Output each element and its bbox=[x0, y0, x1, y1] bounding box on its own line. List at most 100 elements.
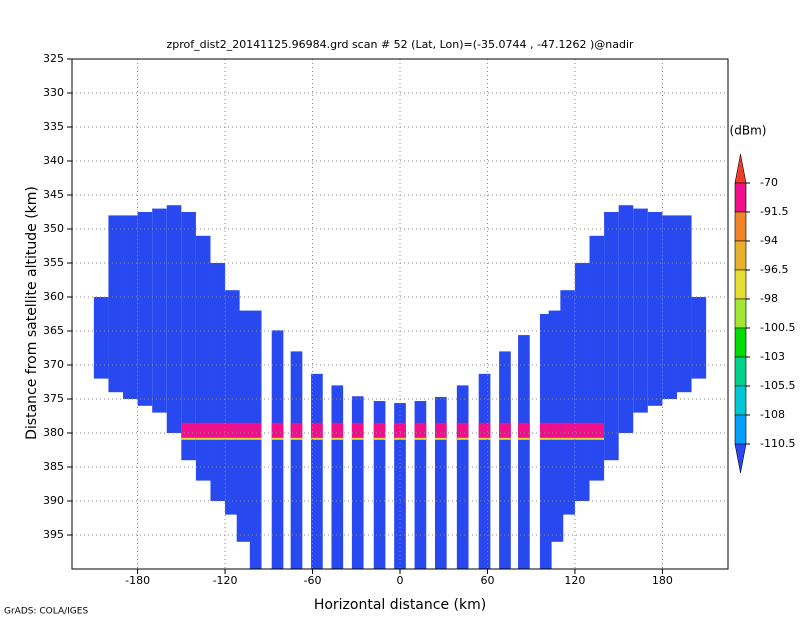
surface-edge bbox=[290, 437, 303, 440]
surface-echo bbox=[331, 422, 344, 440]
echo-swath bbox=[351, 396, 364, 569]
surface-echo bbox=[456, 422, 469, 440]
y-tick-label: 340 bbox=[43, 154, 64, 167]
surface-echo bbox=[589, 422, 605, 440]
colorbar-swatch bbox=[734, 240, 747, 271]
surface-edge bbox=[574, 437, 590, 440]
colorbar-swatch bbox=[734, 385, 747, 416]
surface-edge bbox=[560, 437, 575, 440]
surface-echo bbox=[311, 422, 323, 440]
surface-edge bbox=[478, 437, 491, 440]
echo-swath bbox=[499, 351, 511, 569]
echo-swath bbox=[560, 290, 575, 515]
echo-swath bbox=[539, 314, 552, 569]
surface-edge bbox=[249, 437, 262, 440]
surface-echo bbox=[518, 422, 530, 440]
colorbar-label: -94 bbox=[760, 234, 778, 247]
surface-echo bbox=[539, 422, 552, 440]
echo-swath bbox=[271, 330, 284, 569]
y-tick-label: 395 bbox=[43, 528, 64, 541]
echo-swath bbox=[662, 215, 677, 399]
x-tick-label: 60 bbox=[480, 574, 494, 587]
echo-swath bbox=[434, 396, 447, 569]
credit: GrADS: COLA/IGES bbox=[4, 607, 88, 617]
surface-echo bbox=[560, 422, 575, 440]
surface-edge bbox=[195, 437, 211, 440]
echo-swath bbox=[691, 297, 707, 379]
surface-edge bbox=[351, 437, 364, 440]
colorbar-swatch bbox=[734, 414, 747, 445]
x-axis-label: Horizontal distance (km) bbox=[314, 597, 486, 613]
echo-swath bbox=[589, 235, 605, 481]
surface-edge bbox=[434, 437, 447, 440]
surface-edge bbox=[331, 437, 344, 440]
colorbar-label: -70 bbox=[760, 176, 778, 189]
echo-swath bbox=[394, 403, 406, 569]
echo-swath bbox=[604, 212, 619, 461]
y-tick-label: 390 bbox=[43, 494, 64, 507]
surface-echo bbox=[548, 422, 564, 440]
echo-swath bbox=[633, 208, 648, 413]
surface-echo bbox=[499, 422, 511, 440]
colorbar-label: -96.5 bbox=[760, 263, 788, 276]
surface-echo bbox=[249, 422, 262, 440]
echo-swath bbox=[290, 351, 303, 569]
x-tick-label: -120 bbox=[213, 574, 238, 587]
plot-frame bbox=[71, 58, 729, 570]
x-tick-label: 180 bbox=[652, 574, 673, 587]
echo-swath bbox=[618, 205, 634, 433]
echo-swath bbox=[181, 212, 196, 461]
x-tick-label: 120 bbox=[564, 574, 585, 587]
y-tick-label: 365 bbox=[43, 324, 64, 337]
y-tick-label: 345 bbox=[43, 188, 64, 201]
y-axis-label: Distance from satellite altitude (km) bbox=[24, 186, 40, 440]
colorbar-swatch bbox=[734, 211, 747, 242]
colorbar-swatch bbox=[734, 298, 747, 329]
echo-swath bbox=[225, 290, 240, 515]
x-tick-label: -60 bbox=[304, 574, 322, 587]
surface-echo bbox=[434, 422, 447, 440]
y-tick-label: 330 bbox=[43, 86, 64, 99]
y-tick-label: 385 bbox=[43, 460, 64, 473]
echo-swath bbox=[108, 215, 124, 393]
echo-swath bbox=[311, 373, 323, 569]
surface-edge bbox=[548, 437, 564, 440]
surface-edge bbox=[414, 437, 427, 440]
echo-swath bbox=[518, 335, 530, 569]
surface-echo bbox=[271, 422, 284, 440]
surface-edge bbox=[456, 437, 469, 440]
surface-echo bbox=[210, 422, 226, 440]
colorbar-swatch bbox=[734, 327, 747, 358]
y-tick-label: 375 bbox=[43, 392, 64, 405]
echo-swath bbox=[195, 235, 211, 481]
colorbar-swatch bbox=[734, 269, 747, 300]
y-tick-label: 355 bbox=[43, 256, 64, 269]
echo-swath bbox=[574, 263, 590, 501]
echo-swath bbox=[456, 385, 469, 569]
echo-swath bbox=[210, 263, 226, 501]
surface-edge bbox=[539, 437, 552, 440]
x-tick-label: 0 bbox=[397, 574, 404, 587]
colorbar-label: -98 bbox=[760, 292, 778, 305]
surface-edge bbox=[518, 437, 530, 440]
echo-swath bbox=[478, 373, 491, 569]
echo-swath bbox=[137, 212, 153, 406]
colorbar-label: -108 bbox=[760, 408, 785, 421]
colorbar-swatch bbox=[734, 182, 747, 213]
y-tick-label: 370 bbox=[43, 358, 64, 371]
echo-swath bbox=[647, 212, 663, 406]
echo-swath bbox=[166, 205, 182, 433]
colorbar-label: -110.5 bbox=[760, 437, 795, 450]
surface-echo bbox=[414, 422, 427, 440]
surface-echo bbox=[373, 422, 386, 440]
echo-swath bbox=[373, 401, 386, 569]
chart-title: zprof_dist2_20141125.96984.grd scan # 52… bbox=[166, 38, 634, 51]
colorbar-swatch bbox=[734, 153, 747, 184]
echo-swath bbox=[331, 385, 344, 569]
surface-edge bbox=[271, 437, 284, 440]
surface-edge bbox=[210, 437, 226, 440]
y-tick-label: 360 bbox=[43, 290, 64, 303]
surface-echo bbox=[290, 422, 303, 440]
surface-edge bbox=[181, 437, 196, 440]
